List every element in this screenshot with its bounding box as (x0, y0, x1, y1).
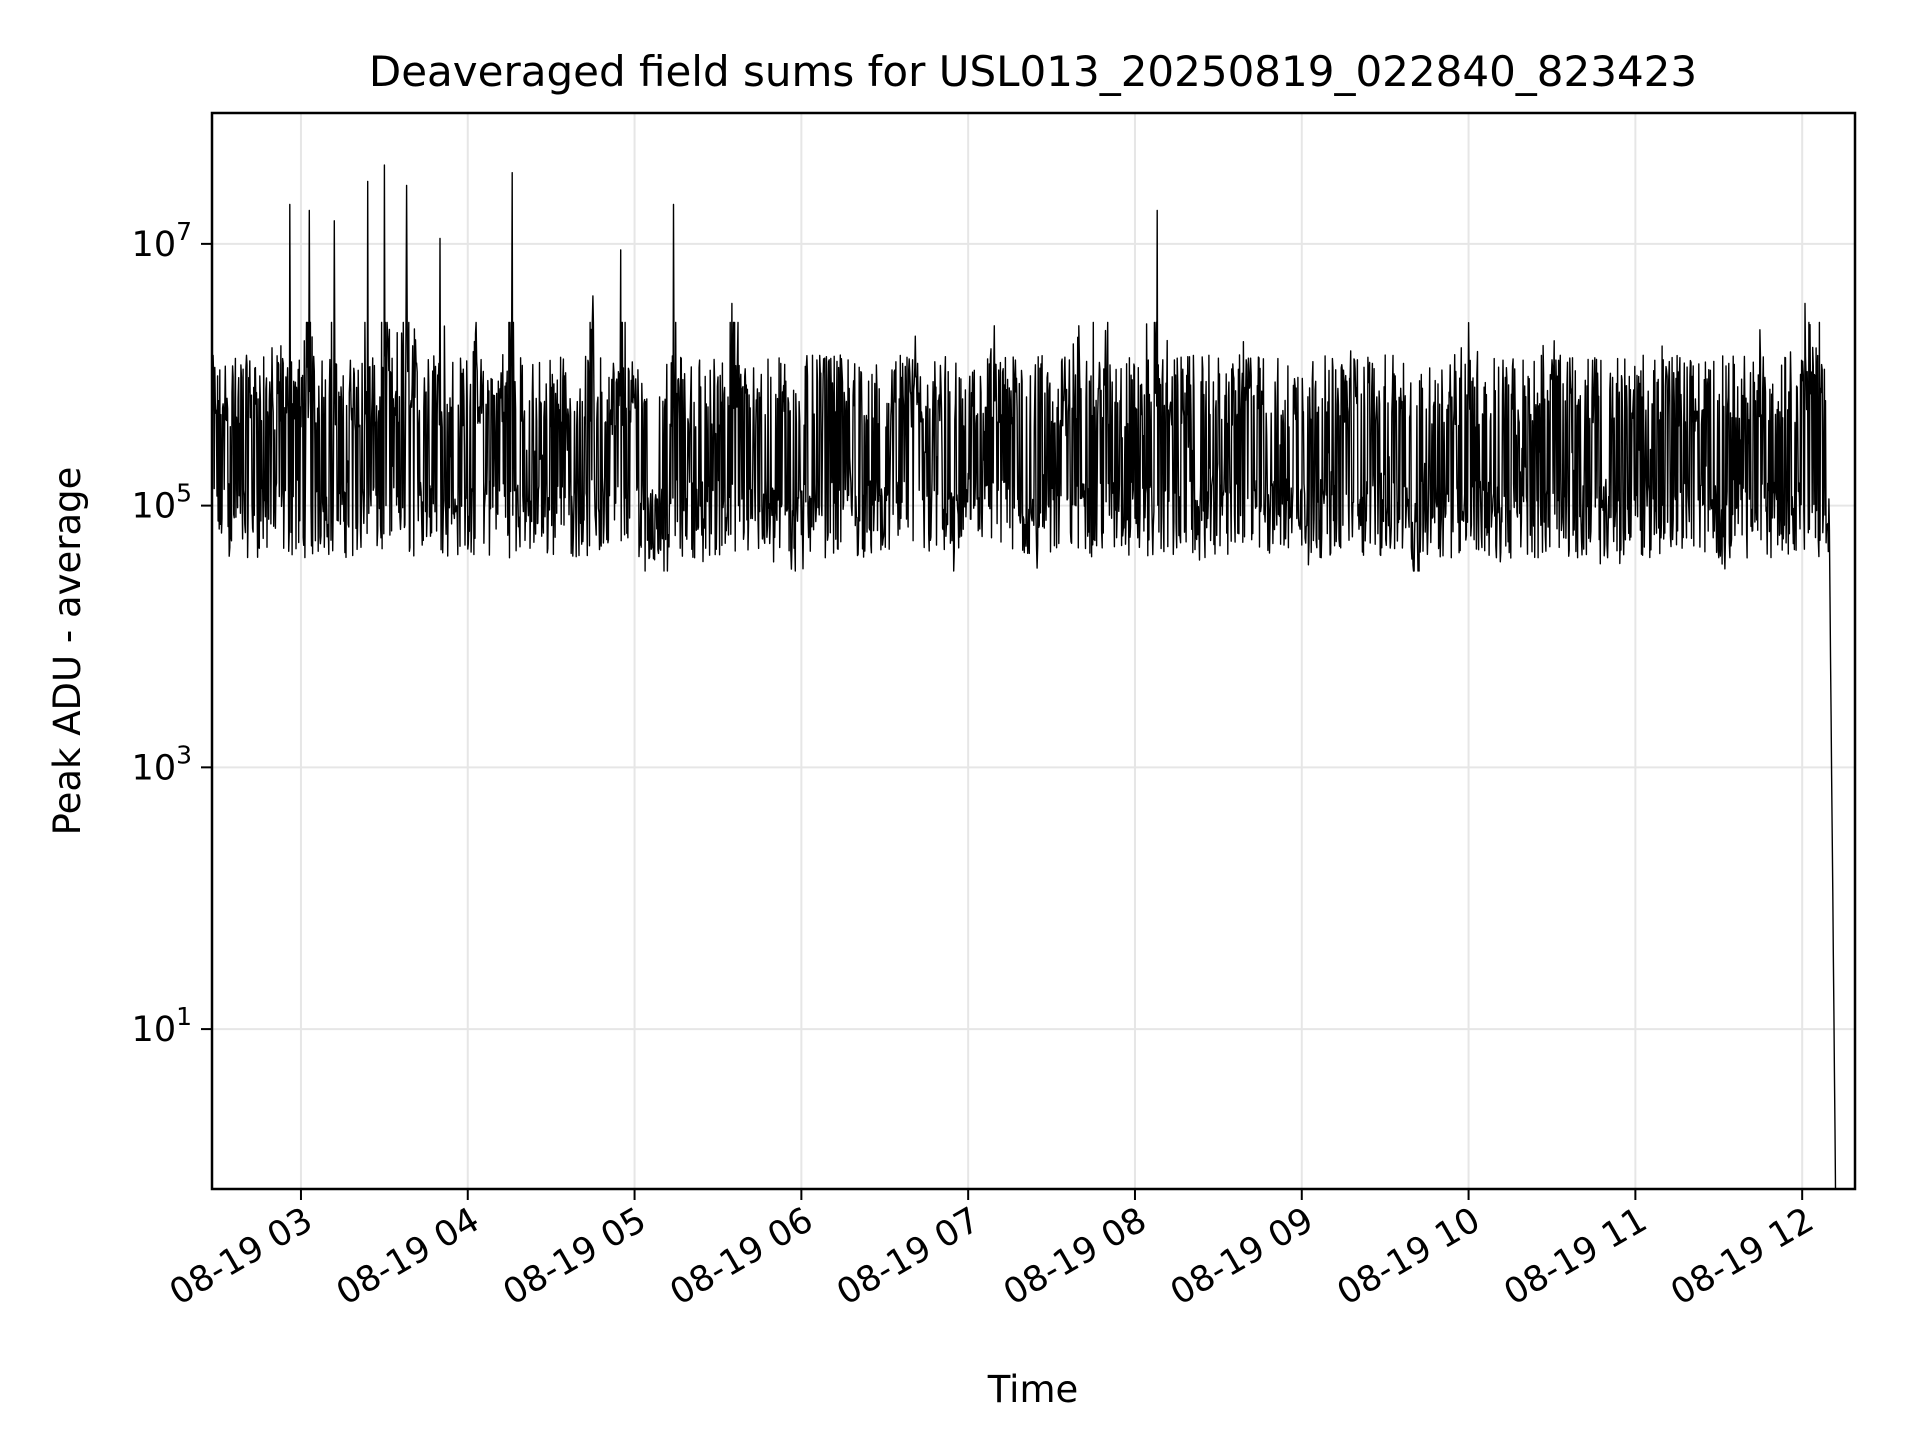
y-axis: 101 103 105 107 (132, 217, 212, 1050)
chart-title: Deaveraged field sums for USL013_2025081… (369, 47, 1697, 96)
y-tick-label: 103 (132, 740, 192, 788)
y-tick-label: 107 (132, 217, 192, 265)
line-layer (211, 164, 1837, 1190)
y-tick-label: 105 (132, 479, 192, 527)
series-line-0 (211, 164, 1837, 1190)
grid-layer (212, 113, 1855, 1189)
x-axis-label: Time (987, 1368, 1079, 1411)
plot-frame (210, 111, 1857, 1191)
y-tick-label: 101 (132, 1002, 192, 1050)
y-axis-label: Peak ADU - average (46, 467, 89, 836)
